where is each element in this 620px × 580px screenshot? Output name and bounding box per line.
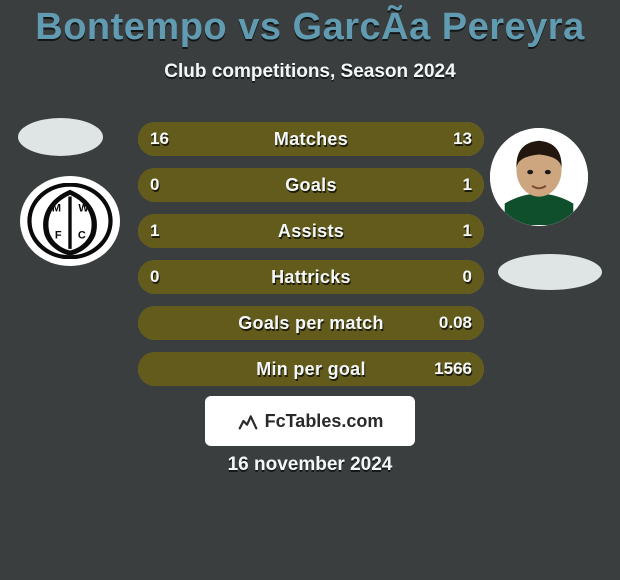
svg-text:M: M bbox=[52, 203, 61, 215]
stat-bar-left bbox=[138, 306, 249, 340]
stat-row: Goals per match0.08 bbox=[138, 306, 484, 340]
stat-bar-right bbox=[249, 306, 484, 340]
stat-row: Hattricks00 bbox=[138, 260, 484, 294]
svg-text:W: W bbox=[78, 203, 89, 215]
club-badge-icon: M W F C bbox=[27, 183, 113, 259]
stat-row: Goals01 bbox=[138, 168, 484, 202]
brand-text: FcTables.com bbox=[265, 411, 384, 432]
stat-bar-right bbox=[263, 352, 484, 386]
stat-bar-right bbox=[311, 214, 484, 248]
stat-row: Assists11 bbox=[138, 214, 484, 248]
page-title: Bontempo vs GarcÃ­a Pereyra bbox=[0, 6, 620, 49]
player-head-icon bbox=[490, 128, 588, 226]
stat-bar-left bbox=[138, 260, 311, 294]
stat-bar-left bbox=[138, 352, 263, 386]
svg-text:C: C bbox=[78, 230, 86, 242]
svg-text:F: F bbox=[55, 230, 62, 242]
stat-bar-left bbox=[138, 214, 311, 248]
brand-badge[interactable]: FcTables.com bbox=[205, 396, 415, 446]
stat-bar-left bbox=[138, 122, 328, 156]
stat-row: Min per goal1566 bbox=[138, 352, 484, 386]
stat-bar-right bbox=[311, 260, 484, 294]
stat-rows: Matches1613 Goals01 Assists11 Hattricks00 Go… bbox=[138, 122, 484, 398]
stat-row: Matches1613 bbox=[138, 122, 484, 156]
right-ellipse-placeholder bbox=[498, 254, 602, 290]
comparison-card: Bontempo vs GarcÃ­a Pereyra Club competi… bbox=[0, 0, 620, 580]
stat-bar-right bbox=[200, 168, 484, 202]
left-ellipse-placeholder bbox=[18, 118, 103, 156]
subtitle: Club competitions, Season 2024 bbox=[0, 61, 620, 83]
left-club-badge: M W F C bbox=[20, 176, 120, 266]
stat-bar-left bbox=[138, 168, 200, 202]
right-player-avatar bbox=[490, 128, 588, 226]
footer-date: 16 november 2024 bbox=[0, 454, 620, 476]
stat-bar-right bbox=[328, 122, 484, 156]
brand-logo-icon bbox=[237, 410, 259, 432]
